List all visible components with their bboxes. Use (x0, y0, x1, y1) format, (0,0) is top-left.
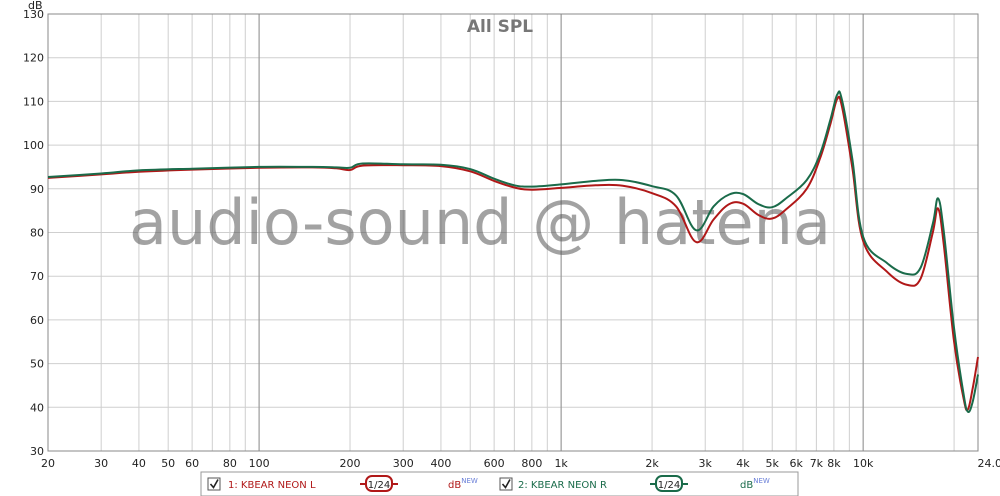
y-tick-label: 60 (30, 314, 44, 327)
checkmark-icon (501, 479, 511, 489)
x-axis-ticks: 20 30 40 50 60 80 100 200 300 400 600 800 1k 2k 3k 4k 5k… (41, 457, 1000, 470)
y-tick-label: 110 (23, 95, 44, 108)
chart-title: All SPL (467, 17, 533, 37)
plot-frame (47, 13, 979, 452)
unit-label-1: dBNEW (448, 477, 478, 491)
x-tick-label: 5k (766, 457, 780, 470)
unit-label-2: dBNEW (740, 477, 770, 491)
y-axis-ticks: 30 40 50 60 70 80 90 100 110 120 130 (23, 8, 44, 458)
smoothing-label-2: 1/24 (658, 480, 680, 491)
x-tick-label: 7k (810, 457, 824, 470)
x-tick-label: 10k (853, 457, 874, 470)
smoothing-badge-2[interactable] (655, 475, 683, 492)
x-tick-label: 8k (827, 457, 841, 470)
series-group (47, 90, 979, 414)
series-line-1 (47, 95, 979, 412)
y-tick-label: 40 (30, 401, 44, 414)
y-tick-label: 30 (30, 445, 44, 458)
checkmark-icon (209, 479, 219, 489)
legend-label-1: 1: KBEAR NEON L (228, 480, 316, 491)
y-axis-label: dB (28, 0, 43, 12)
y-tick-label: 70 (30, 270, 44, 283)
x-tick-label: 300 (393, 457, 414, 470)
legend-entry-2[interactable]: 2: KBEAR NEON R 1/24 dBNEW (499, 475, 770, 492)
x-tick-label: 24.0kHz (978, 457, 1000, 470)
y-tick-label: 100 (23, 139, 44, 152)
x-tick-label: 50 (161, 457, 175, 470)
smoothing-badge-1[interactable] (365, 475, 393, 492)
series-line-2 (47, 90, 979, 414)
x-tick-label: 40 (132, 457, 146, 470)
x-tick-label: 3k (699, 457, 713, 470)
x-tick-label: 4k (736, 457, 750, 470)
x-tick-label: 30 (94, 457, 108, 470)
y-tick-label: 80 (30, 227, 44, 240)
x-tick-label: 100 (249, 457, 270, 470)
legend-entry-1[interactable]: 1: KBEAR NEON L 1/24 dBNEW (207, 475, 478, 492)
x-tick-label: 1k (554, 457, 568, 470)
x-tick-label: 800 (521, 457, 542, 470)
x-tick-label: 600 (484, 457, 505, 470)
unit-text-1: dB (448, 480, 461, 491)
legend-label-2: 2: KBEAR NEON R (518, 480, 607, 491)
x-tick-label: 80 (223, 457, 237, 470)
x-tick-label: 60 (185, 457, 199, 470)
x-tick-label: 20 (41, 457, 55, 470)
watermark: audio-sound @ hatena (129, 186, 831, 259)
y-tick-label: 130 (23, 8, 44, 21)
y-tick-label: 50 (30, 358, 44, 371)
unit-sup-2: NEW (753, 477, 770, 485)
y-tick-label: 90 (30, 183, 44, 196)
unit-text-2: dB (740, 480, 753, 491)
smoothing-label-1: 1/24 (368, 480, 390, 491)
x-tick-label: 2k (645, 457, 659, 470)
legend: 1: KBEAR NEON L 1/24 dBNEW 2: KBEAR NEON… (200, 471, 799, 496)
x-tick-label: 200 (340, 457, 361, 470)
x-tick-label: 6k (789, 457, 803, 470)
y-tick-label: 120 (23, 52, 44, 65)
unit-sup-1: NEW (461, 477, 478, 485)
x-tick-label: 400 (430, 457, 451, 470)
